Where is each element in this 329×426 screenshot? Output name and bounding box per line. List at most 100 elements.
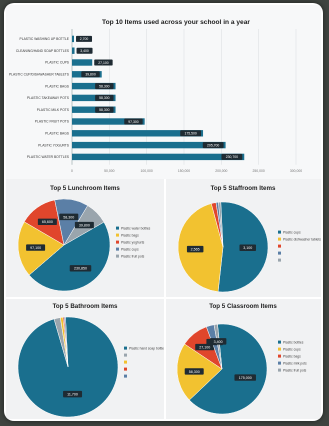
legend-swatch (278, 354, 281, 358)
slice-label: 175,000 (239, 376, 252, 380)
category-label: PLASTIC FRUIT POTS (35, 120, 70, 124)
slice-label: 65,600 (42, 220, 53, 224)
data-label-box (95, 106, 114, 113)
legend-label: Plastic bags (121, 233, 139, 237)
classroom-pie-chart: Top 5 Classroom Items 175,000 58,300 27,10… (176, 303, 307, 415)
legend-label: Plastic water bottles (121, 226, 151, 230)
data-label: 2,700 (80, 37, 89, 41)
slice-label-box (26, 244, 46, 251)
legend-label: Plastic hand soap bottles (129, 346, 164, 350)
pie-slice (213, 323, 223, 370)
slice-label: 97,100 (30, 246, 41, 250)
x-tick-label: 150,000 (178, 169, 190, 173)
lunchroom-panel: Top 5 Lunchroom Items 230,850 97,100 65,60… (6, 179, 164, 297)
slice-label: 2,565 (191, 248, 200, 252)
legend-swatch (278, 251, 281, 255)
bar-chart: Top 10 Items used across your school in … (9, 19, 302, 173)
legend-label: Plastic milk pots (283, 361, 307, 365)
x-tick-label: 200,000 (215, 169, 227, 173)
data-label-box (95, 94, 114, 101)
category-label: PLASTIC BAGS (45, 132, 70, 136)
bar (72, 94, 116, 102)
legend-label: Plastic fruit pots (283, 368, 307, 372)
bar (72, 130, 204, 137)
legend-swatch (278, 347, 281, 351)
slice-label-box (184, 368, 204, 375)
bar-chart-panel: Top 10 Items used across your school in … (6, 5, 321, 179)
x-tick-label: 100,000 (141, 169, 153, 173)
legend-swatch (116, 240, 119, 244)
data-label-box (76, 35, 93, 42)
slice-label: 27,100 (199, 346, 210, 350)
legend-label: Plastic cups (283, 347, 301, 351)
x-tick-label: 300,000 (290, 169, 302, 173)
bar (72, 59, 93, 66)
legend-label: Plastic bags (283, 354, 301, 358)
bar (72, 118, 145, 125)
data-label-box (124, 118, 143, 125)
bathroom-title: Top 5 Bathroom Items (53, 303, 118, 310)
slice-label: 11,700 (67, 393, 78, 397)
classroom-panel: Top 5 Classroom Items 175,000 58,300 27,10… (166, 299, 321, 419)
category-label: PLASTIC CUP/DISHWASHER TABLETS (9, 73, 70, 77)
slice-label-box (209, 338, 227, 345)
bar (72, 106, 116, 113)
data-label: 97,300 (128, 120, 138, 124)
data-label-box (95, 83, 114, 90)
legend-swatch (116, 233, 119, 237)
pie-slice (189, 323, 268, 415)
data-label: 205,700 (207, 143, 219, 147)
staffroom-panel: Top 5 Staffroom Items 3,100 2,565 Plastic … (166, 179, 321, 297)
data-label: 27,100 (98, 61, 108, 65)
category-label: PLASTIC MILK POTS (37, 108, 70, 112)
category-label: CLEANING/HAND SOAP BOTTLES (16, 49, 70, 53)
printed-sheet: Top 10 Items used across your school in … (4, 3, 323, 421)
legend-swatch (278, 340, 281, 344)
category-label: PLASTIC BAGS (45, 84, 70, 88)
legend-swatch (278, 237, 281, 241)
legend-swatch (124, 346, 127, 350)
slice-label-box (234, 374, 256, 381)
legend-swatch (116, 254, 119, 258)
legend-swatch (278, 258, 281, 262)
slice-label-box (59, 213, 79, 221)
pie-slice (28, 221, 111, 292)
bar (72, 141, 226, 149)
data-label-box (180, 130, 202, 137)
bar (72, 153, 245, 161)
slice-label-box (37, 218, 57, 226)
x-tick-label: 250,000 (253, 169, 265, 173)
x-tick-label: 0 (71, 169, 73, 173)
legend-label: Plastic fruit pots (121, 254, 145, 258)
slice-label: 230,850 (74, 267, 87, 271)
staffroom-title: Top 5 Staffroom Items (211, 185, 276, 192)
data-label-box (76, 47, 93, 54)
lunchroom-pie-chart: Top 5 Lunchroom Items 230,850 97,100 65,60… (17, 185, 151, 292)
legend-swatch (124, 367, 127, 371)
legend-swatch (124, 353, 127, 357)
slice-label-box (63, 390, 83, 398)
category-label: PLASTIC TAKEAWAY POTS (27, 96, 70, 100)
category-label: PLASTIC CUPS (45, 61, 70, 65)
data-label-box (202, 142, 224, 149)
data-label: 3,400 (80, 49, 89, 53)
category-label: PLASTIC WASHING UP BOTTLE (20, 37, 70, 41)
category-label: PLASTIC WATER BOTTLES (27, 155, 70, 159)
x-tick-label: 50,000 (104, 169, 114, 173)
slice-label: 58,300 (189, 370, 200, 374)
bar-chart-title: Top 10 Items used across your school in … (102, 19, 250, 26)
bathroom-panel: Top 5 Bathroom Items 11,700 Plastic hand … (6, 299, 166, 419)
bathroom-pie-chart: Top 5 Bathroom Items 11,700 Plastic hand … (17, 303, 166, 418)
slice-label-box (195, 343, 215, 351)
staffroom-pie-chart: Top 5 Staffroom Items 3,100 2,565 Plastic … (177, 185, 321, 293)
legend-swatch (278, 368, 281, 372)
slice-label: 39,800 (79, 223, 90, 227)
legend-swatch (116, 247, 119, 251)
data-label: 58,300 (99, 84, 109, 88)
legend-swatch (278, 361, 281, 365)
data-label-box (221, 153, 243, 160)
legend-swatch (278, 230, 281, 234)
data-label-box (81, 71, 100, 78)
pie-slice (218, 201, 224, 248)
data-label: 58,300 (99, 108, 109, 112)
